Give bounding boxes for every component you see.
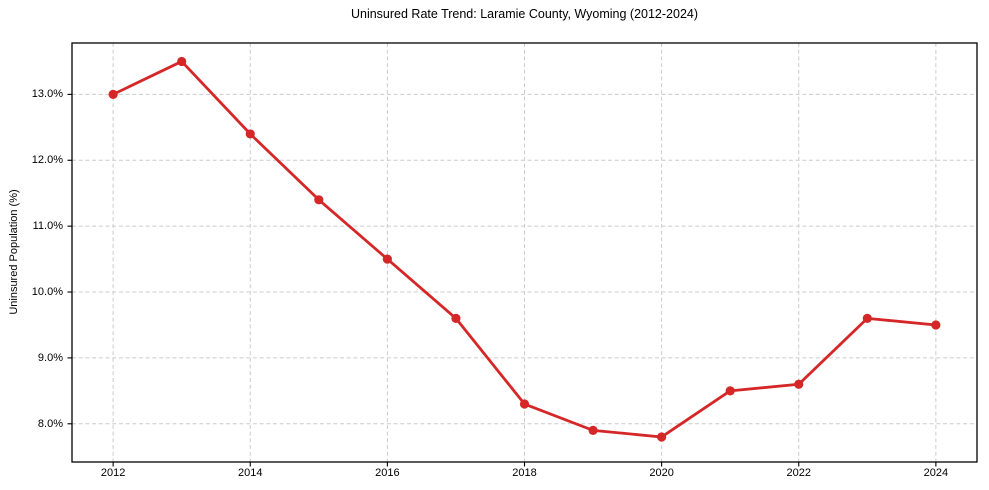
- x-tick-label: 2018: [512, 467, 537, 479]
- y-tick-label: 11.0%: [32, 220, 63, 233]
- data-point: [588, 425, 598, 435]
- y-tick-label: 8.0%: [37, 417, 63, 430]
- data-point: [725, 386, 735, 396]
- y-tick-label: 10.0%: [31, 286, 63, 299]
- x-tick-label: 2014: [238, 467, 263, 479]
- data-point: [245, 129, 255, 139]
- y-tick-label: 12.0%: [31, 154, 63, 167]
- data-point: [314, 195, 324, 205]
- y-tick-label: 9.0%: [37, 351, 63, 364]
- data-point: [177, 56, 187, 67]
- x-tick-label: 2024: [923, 467, 949, 479]
- data-point: [519, 399, 530, 409]
- data-point: [382, 254, 392, 264]
- x-tick-label: 2020: [649, 467, 674, 479]
- data-point: [794, 379, 804, 389]
- data-point: [862, 313, 872, 323]
- data-point: [931, 320, 941, 330]
- data-point: [451, 313, 461, 323]
- data-point: [108, 89, 118, 99]
- y-tick-label: 13.0%: [31, 88, 63, 101]
- x-tick-label: 2016: [375, 467, 400, 479]
- x-tick-label: 2012: [100, 467, 126, 479]
- x-tick-label: 2022: [786, 467, 811, 479]
- data-point: [657, 432, 667, 442]
- chart-title: Uninsured Rate Trend: Laramie County, Wy…: [350, 7, 699, 21]
